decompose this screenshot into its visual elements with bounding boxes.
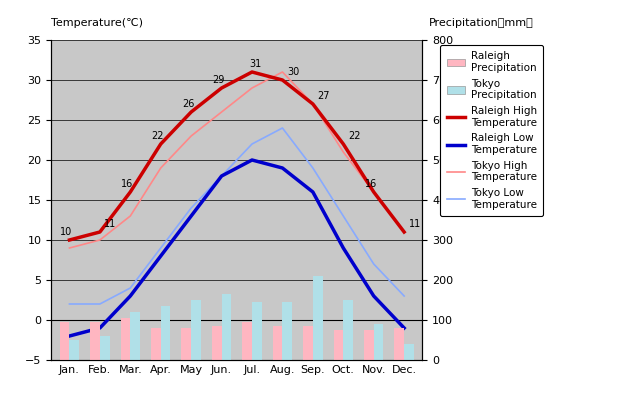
Bar (90, 322, 100, 360)
Text: 10: 10 (60, 227, 72, 237)
Bar (273, 326, 282, 360)
Text: 16: 16 (121, 179, 133, 189)
Bar (191, 300, 201, 360)
Text: Temperature(℃): Temperature(℃) (51, 18, 143, 28)
Bar (333, 330, 343, 360)
Bar (131, 312, 140, 360)
Bar (161, 306, 170, 360)
Text: 29: 29 (212, 75, 225, 85)
Text: 11: 11 (104, 219, 116, 229)
Text: 31: 31 (249, 59, 261, 69)
Text: 11: 11 (409, 219, 421, 229)
Bar (60, 322, 70, 360)
Text: Precipitation（mm）: Precipitation（mm） (429, 18, 534, 28)
Text: 26: 26 (182, 99, 195, 109)
Text: 22: 22 (152, 131, 164, 141)
Bar (313, 276, 323, 360)
Bar (282, 302, 292, 360)
Bar (252, 302, 262, 360)
Legend: Raleigh
Precipitation, Tokyo
Precipitation, Raleigh High
Temperature, Raleigh Lo: Raleigh Precipitation, Tokyo Precipitati… (440, 45, 543, 216)
Bar (221, 294, 231, 360)
Bar (120, 318, 131, 360)
Text: 22: 22 (348, 131, 360, 141)
Text: 16: 16 (365, 179, 377, 189)
Bar (181, 328, 191, 360)
Bar (364, 330, 374, 360)
Bar (303, 326, 313, 360)
Bar (100, 336, 109, 360)
Bar (343, 300, 353, 360)
Bar (70, 340, 79, 360)
Bar (374, 324, 383, 360)
Bar (151, 328, 161, 360)
Bar (243, 322, 252, 360)
Bar (212, 326, 221, 360)
Text: 27: 27 (317, 91, 330, 101)
Text: 30: 30 (287, 67, 300, 77)
Bar (404, 344, 414, 360)
Bar (394, 328, 404, 360)
